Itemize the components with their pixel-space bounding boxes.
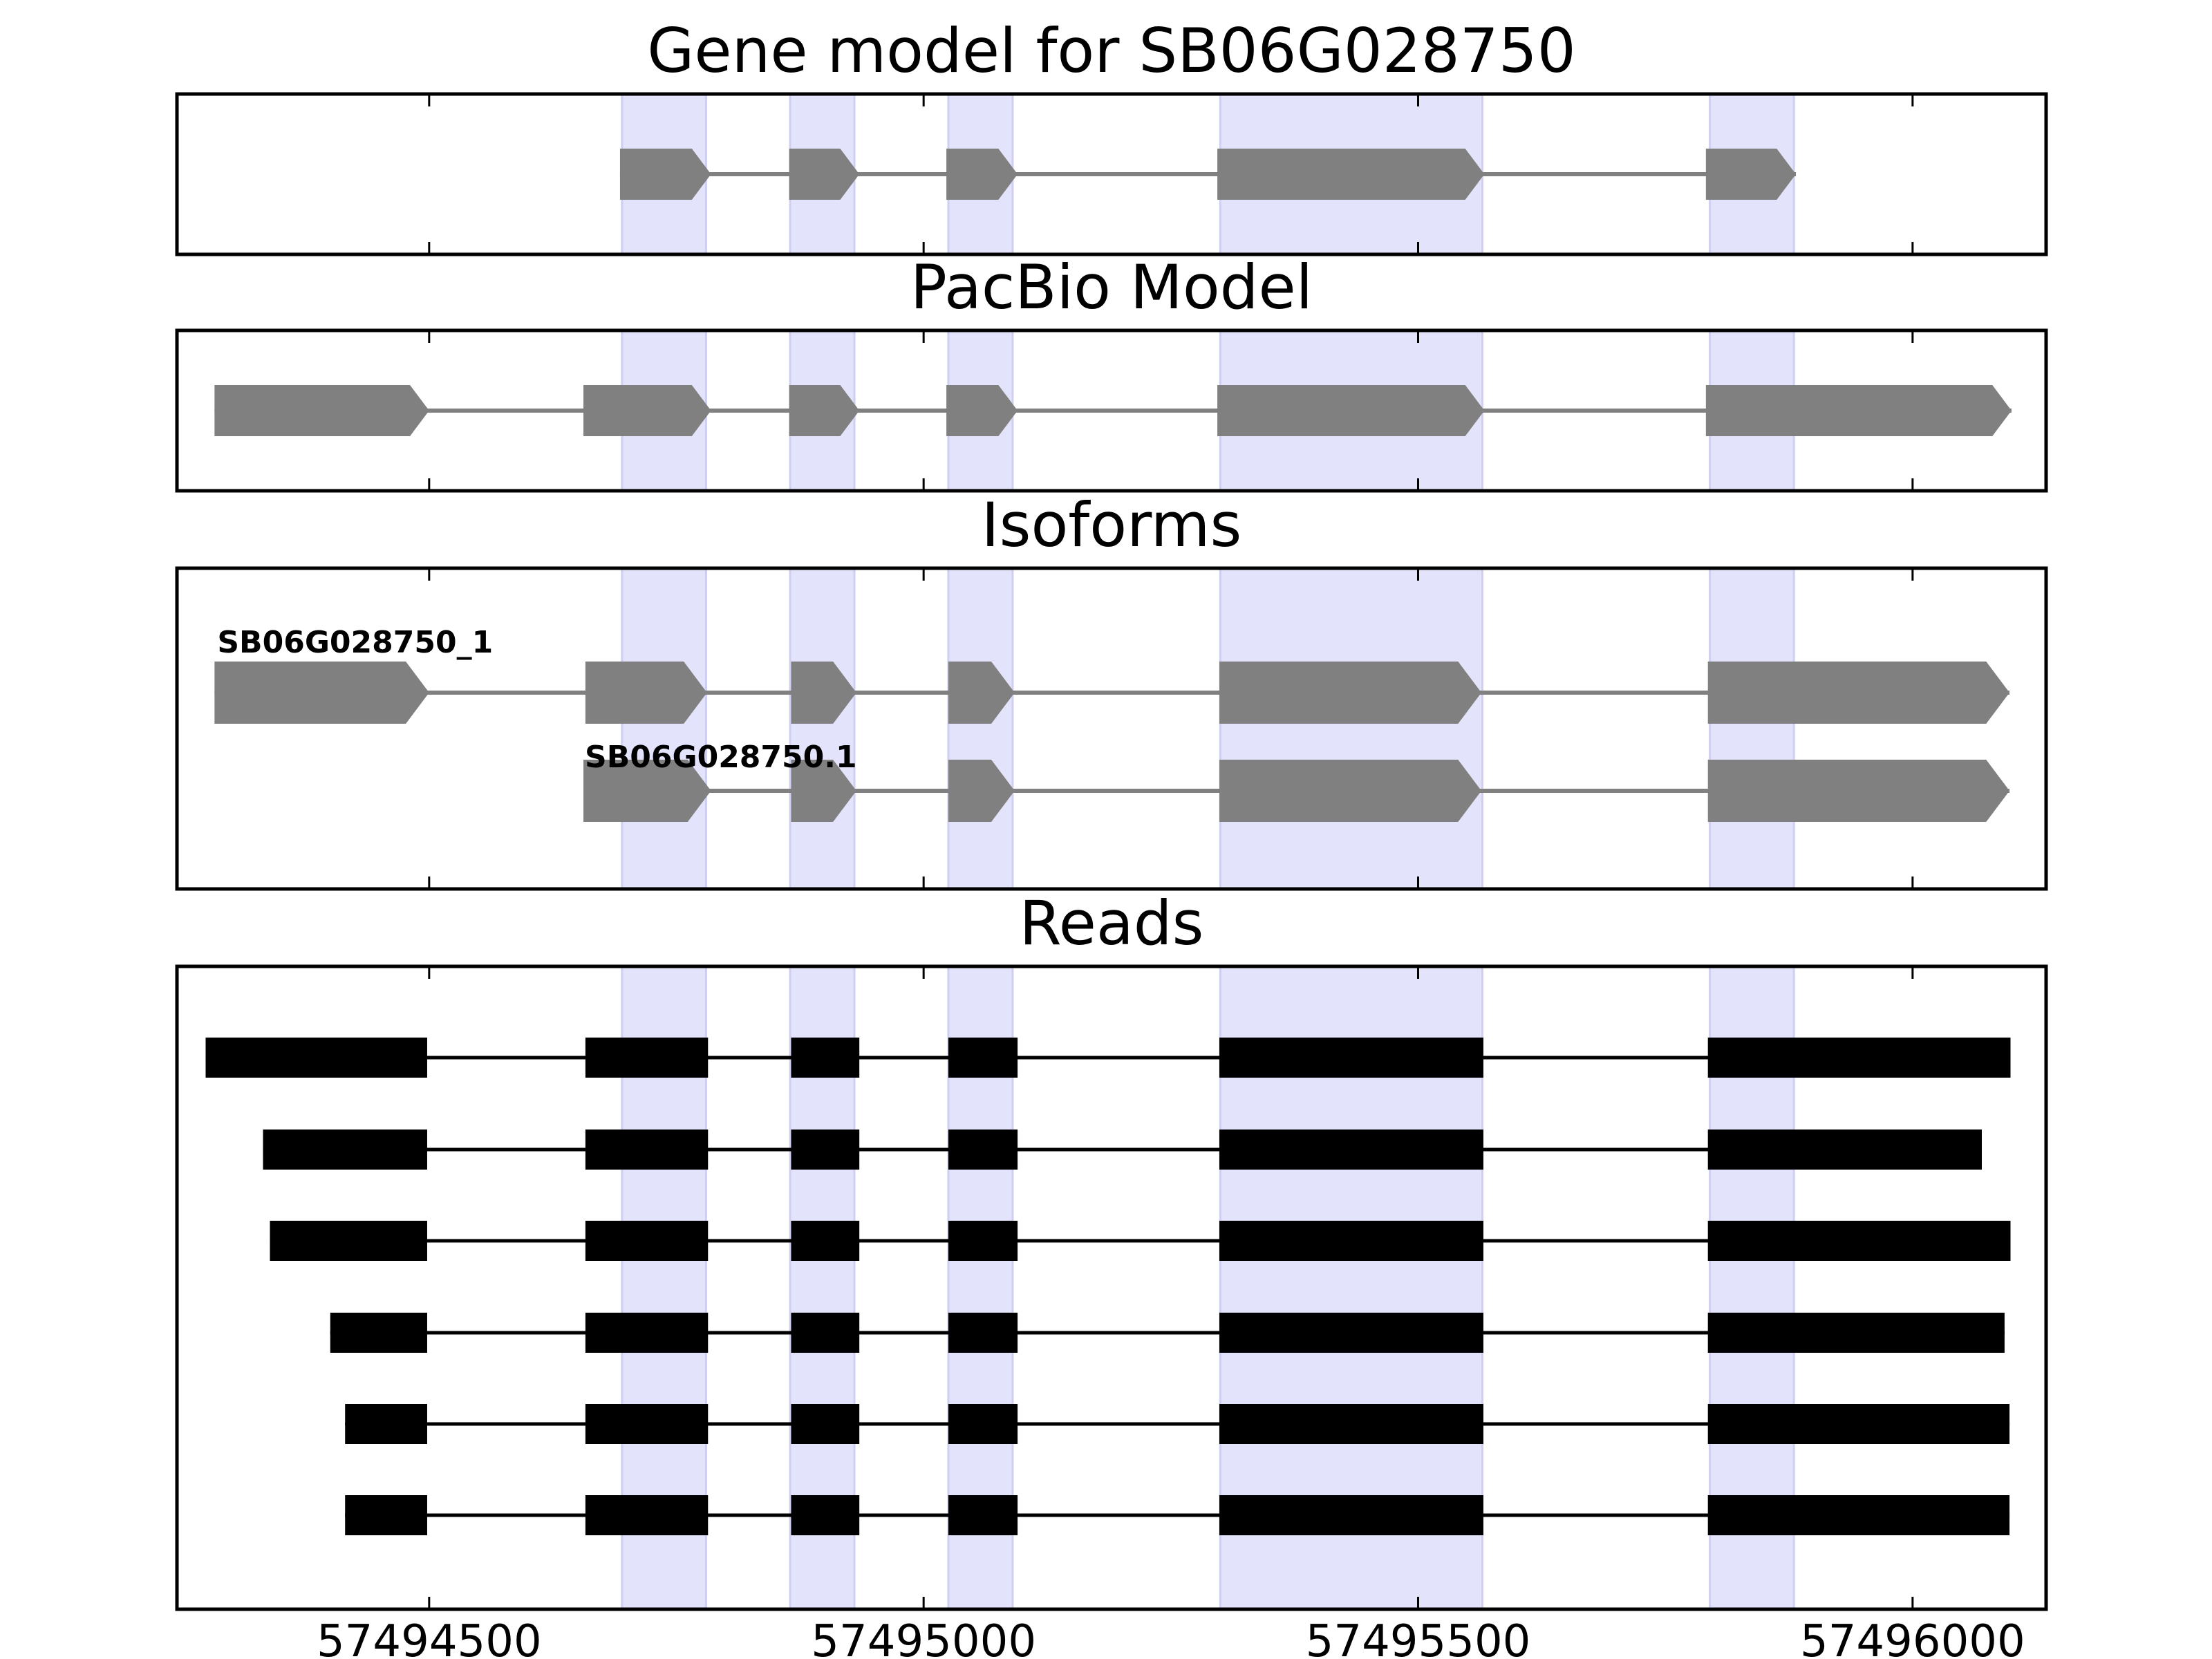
read-exon-block — [205, 1038, 427, 1078]
exon-arrow — [1219, 760, 1482, 822]
exon-arrow — [583, 760, 711, 822]
exon-arrow — [948, 760, 1015, 822]
read-exon-block — [1707, 1495, 2010, 1535]
read-exon-block — [270, 1221, 427, 1261]
x-tick-label: 57496000 — [1800, 1616, 2025, 1659]
panel-frame — [175, 92, 2048, 256]
read-exon-block — [1219, 1221, 1483, 1261]
isoform-label: SB06G028750_1 — [217, 625, 493, 660]
exon-arrow — [946, 385, 1018, 436]
panel-frame — [175, 964, 2048, 1611]
highlight-region-3-2 — [789, 567, 856, 890]
read-exon-block — [948, 1221, 1018, 1261]
exon-arrow — [585, 662, 707, 724]
read-exon-block — [791, 1404, 860, 1444]
read-exon-block — [585, 1130, 709, 1170]
read-exon-block — [585, 1495, 709, 1535]
highlight-region-3-1 — [621, 567, 707, 890]
panel-title: Reads — [1020, 888, 1204, 959]
exon-arrow — [948, 662, 1015, 724]
exon-arrow — [791, 760, 856, 822]
read-exon-block — [1219, 1313, 1483, 1353]
exon-arrow — [1705, 149, 1797, 200]
read-exon-block — [791, 1313, 860, 1353]
exon-arrow — [1705, 385, 2012, 436]
read-exon-block — [948, 1313, 1018, 1353]
exon-arrow — [619, 149, 711, 200]
x-tick-label: 57495000 — [811, 1616, 1036, 1659]
panel-frame — [175, 328, 2048, 493]
highlight-region-3-4 — [1219, 567, 1484, 890]
panel-frame — [175, 566, 2048, 891]
read-exon-block — [330, 1313, 427, 1353]
read-exon-block — [585, 1221, 709, 1261]
read-exon-block — [1707, 1038, 2011, 1078]
read-exon-block — [345, 1495, 427, 1535]
exon-arrow — [1707, 760, 2010, 822]
exon-arrow — [1707, 662, 2010, 724]
x-tick-label: 57495500 — [1306, 1616, 1531, 1659]
read-exon-block — [585, 1404, 709, 1444]
read-exon-block — [345, 1404, 427, 1444]
read-exon-block — [948, 1038, 1018, 1078]
read-exon-block — [1219, 1404, 1483, 1444]
panel-title: Gene model for SB06G028750 — [647, 15, 1576, 86]
panel-title: PacBio Model — [910, 252, 1313, 323]
read-exon-block — [791, 1038, 860, 1078]
exon-arrow — [1217, 385, 1485, 436]
exon-arrow — [946, 149, 1018, 200]
panel-title: Isoforms — [982, 489, 1242, 561]
exon-arrow — [791, 662, 856, 724]
read-exon-block — [1219, 1130, 1483, 1170]
read-exon-block — [948, 1495, 1018, 1535]
read-exon-block — [1219, 1038, 1483, 1078]
exon-arrow — [583, 385, 711, 436]
read-exon-block — [1707, 1221, 2011, 1261]
read-exon-block — [791, 1130, 860, 1170]
exon-arrow — [214, 385, 429, 436]
read-exon-block — [1707, 1313, 2005, 1353]
read-exon-block — [791, 1495, 860, 1535]
read-exon-block — [263, 1130, 427, 1170]
read-exon-block — [948, 1130, 1018, 1170]
read-exon-block — [1219, 1495, 1483, 1535]
x-tick-label: 57494500 — [317, 1616, 542, 1659]
exon-arrow — [789, 149, 860, 200]
read-exon-block — [585, 1313, 709, 1353]
exon-arrow — [1217, 149, 1485, 200]
read-exon-block — [585, 1038, 709, 1078]
highlight-region-3-3 — [947, 567, 1014, 890]
read-exon-block — [948, 1404, 1018, 1444]
isoform-label: SB06G028750.1 — [585, 740, 857, 775]
read-exon-block — [791, 1221, 860, 1261]
exon-arrow — [789, 385, 860, 436]
read-exon-block — [1707, 1404, 2010, 1444]
highlight-region-3-5 — [1709, 567, 1795, 890]
exon-arrow — [214, 662, 429, 724]
exon-arrow — [1219, 662, 1482, 724]
read-exon-block — [1707, 1130, 1983, 1170]
